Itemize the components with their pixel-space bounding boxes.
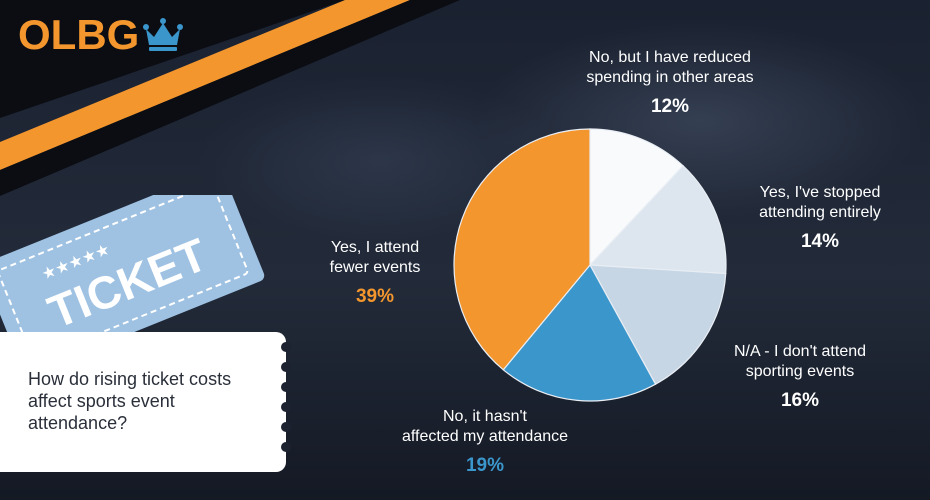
- olbg-logo: OLBG: [18, 11, 184, 58]
- label-line: attending entirely: [759, 204, 881, 221]
- label-line: sporting events: [745, 363, 855, 380]
- pie-slice-16: [588, 264, 727, 385]
- label-line: spending in other areas: [586, 69, 754, 86]
- pie-slice-12: [589, 128, 684, 267]
- slice-label-14: Yes, I've stopped attending entirely: [730, 183, 910, 223]
- card-notch: [281, 402, 291, 412]
- label-line: Yes, I attend: [330, 239, 420, 256]
- card-notch: [281, 442, 291, 452]
- label-line: N/A - I don't attend: [733, 343, 867, 360]
- black-stripe: [0, 0, 460, 196]
- ticket-body: [0, 195, 265, 345]
- black-corner: [0, 0, 345, 118]
- pct-label-12: 12%: [650, 96, 690, 117]
- label-line: No, but I have reduced: [589, 49, 751, 66]
- label-line: affected my attendance: [401, 428, 569, 445]
- slice-label-19: No, it hasn't affected my attendance: [370, 407, 600, 447]
- pct-label-16: 16%: [780, 390, 820, 411]
- pie-slice-39: [453, 128, 591, 371]
- pct-label-14: 14%: [800, 231, 840, 252]
- slice-label-16: N/A - I don't attend sporting events: [710, 342, 890, 382]
- slice-label-39: Yes, I attend fewer events: [295, 238, 455, 278]
- logo-text: OLBG: [18, 11, 140, 58]
- question-card: How do rising ticket costs affect sports…: [0, 332, 291, 472]
- pct-label-19: 19%: [465, 455, 505, 476]
- label-line: Yes, I've stopped: [759, 184, 881, 201]
- crown-icon: [143, 18, 184, 51]
- card-notch: [281, 422, 291, 432]
- card-notch: [281, 342, 291, 352]
- pie-slice-14: [588, 165, 727, 275]
- slice-label-12: No, but I have reduced spending in other…: [560, 48, 780, 88]
- pct-label-39: 39%: [355, 286, 395, 307]
- ticket-border: [0, 195, 249, 345]
- card-notch: [281, 382, 291, 392]
- label-line: fewer events: [329, 259, 421, 276]
- pie-slice-19: [502, 263, 657, 402]
- card-notch: [281, 362, 291, 372]
- label-line: No, it hasn't: [443, 408, 527, 425]
- question-title: How do rising ticket costs affect sports…: [28, 369, 232, 433]
- ticket-illustration: TICKET ★★★★★: [0, 195, 265, 345]
